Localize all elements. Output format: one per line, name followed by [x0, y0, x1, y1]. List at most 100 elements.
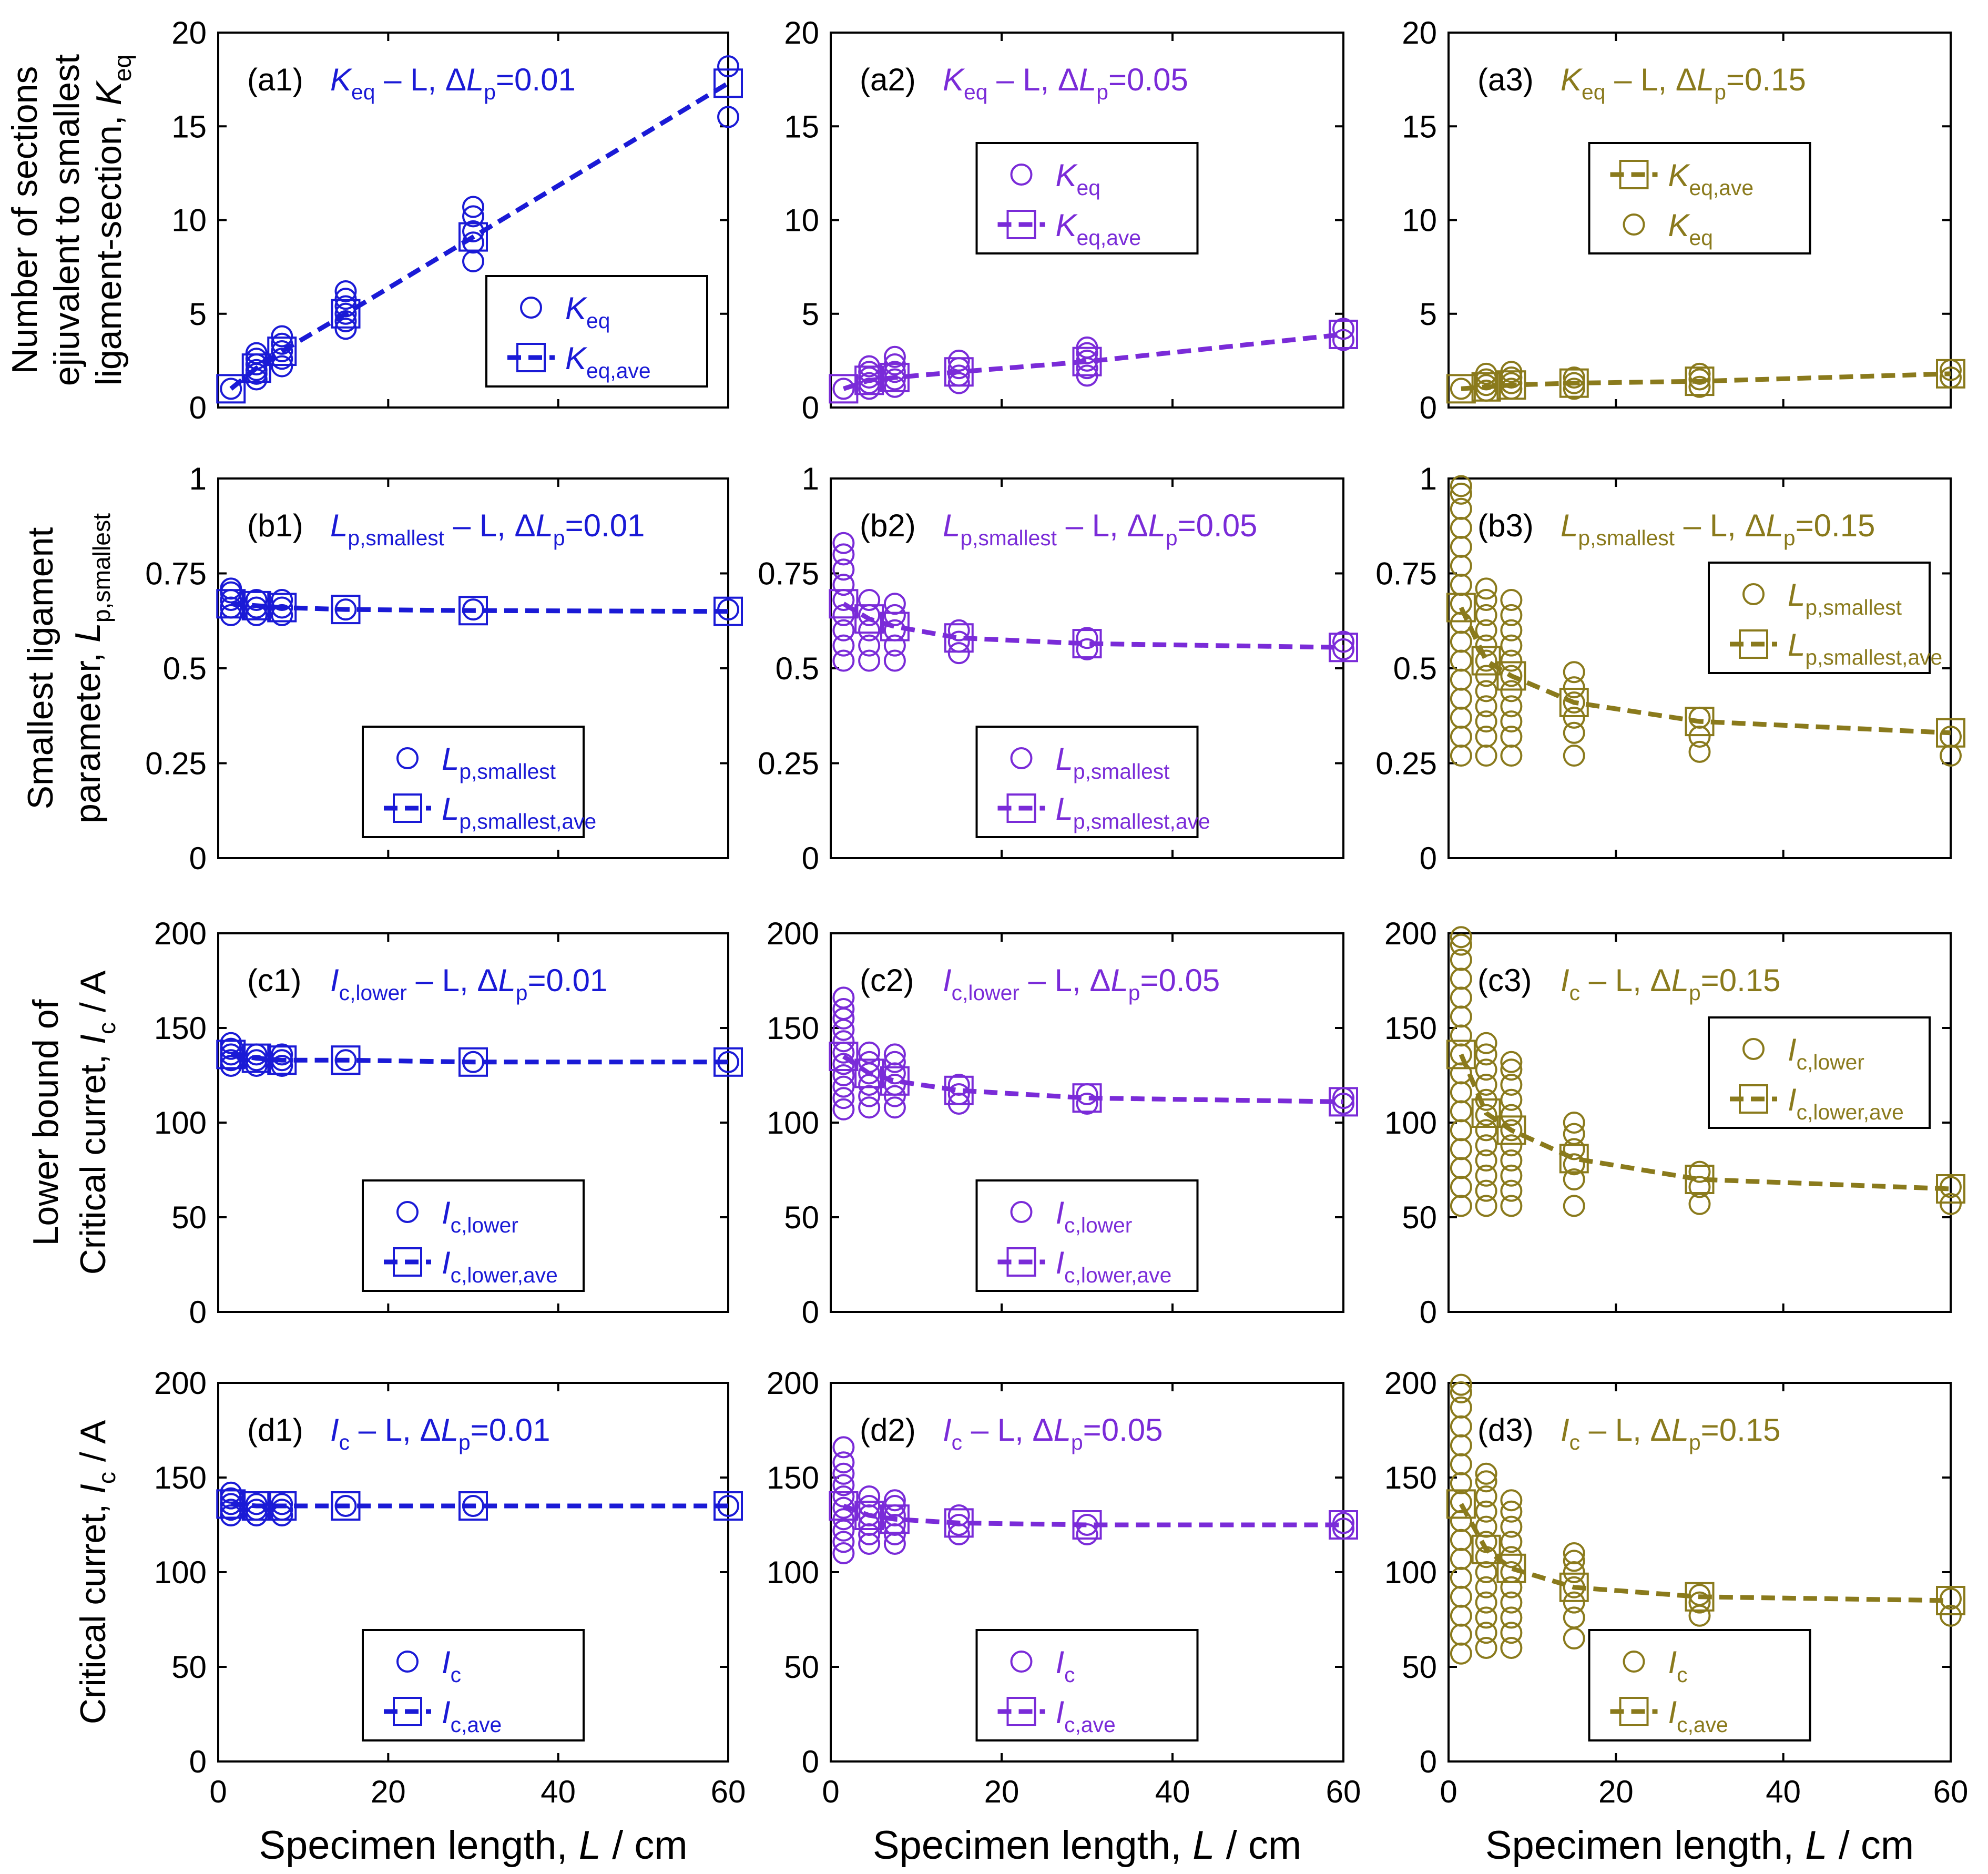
- scatter-point: [832, 1474, 855, 1496]
- y-tick-label: 0.75: [758, 556, 819, 592]
- average-point: [880, 1504, 910, 1534]
- scatter-point: [1500, 1622, 1523, 1644]
- scatter-point: [1475, 1576, 1497, 1598]
- average-point: [829, 374, 859, 404]
- average-point: [1559, 368, 1589, 398]
- scatter-point: [832, 558, 855, 581]
- panel-b1: 0 0.25 0.5 0.75 1 (b1) Lp,smallest​ – L, ΔLp​=…: [145, 461, 743, 876]
- legend-label: Keq​: [1056, 158, 1100, 200]
- y-tick-label: 100: [1384, 1555, 1437, 1590]
- scatter-point: [1500, 1195, 1523, 1217]
- scatter-point: [1450, 986, 1472, 1009]
- y-tick-label: 20: [1402, 15, 1437, 50]
- scatter-point: [1940, 1193, 1962, 1215]
- scatter-point: [832, 1087, 855, 1109]
- scatter-point: [1450, 1005, 1472, 1028]
- scatter-point: [1475, 1195, 1497, 1217]
- average-point: [1329, 319, 1358, 349]
- scatter-point: [1500, 589, 1523, 612]
- panel-title: (d2) Ic​ – L, ΔLp​=0.05: [860, 1412, 1163, 1454]
- scatter-point: [1563, 691, 1585, 714]
- scatter-point: [1450, 1396, 1472, 1419]
- average-point: [1496, 370, 1526, 400]
- scatter-point: [1500, 1591, 1523, 1614]
- scatter-point: [1563, 721, 1585, 744]
- average-point: [216, 1040, 246, 1070]
- x-tick-label: 0: [1440, 1774, 1457, 1809]
- scatter-point: [832, 1451, 855, 1474]
- scatter-point: [1500, 1531, 1523, 1553]
- scatter-point: [1450, 1491, 1472, 1513]
- scatter-point: [1475, 1119, 1497, 1142]
- scatter-point: [1475, 665, 1497, 687]
- scatter-point: [832, 998, 855, 1020]
- scatter-point: [1450, 1547, 1472, 1570]
- scatter-point: [1450, 475, 1472, 497]
- scatter-point: [1450, 949, 1472, 971]
- scatter-point: [832, 1485, 855, 1508]
- scatter-point: [947, 1074, 970, 1096]
- scatter-point: [1475, 745, 1497, 767]
- legend-box: [975, 1179, 1199, 1292]
- scatter-point: [1563, 1195, 1585, 1217]
- y-tick-label: 200: [154, 1366, 207, 1401]
- scatter-point: [220, 1037, 242, 1060]
- scatter-point: [883, 634, 906, 657]
- scatter-point: [883, 604, 906, 626]
- legend-box: [975, 1629, 1199, 1741]
- scatter-point: [1450, 574, 1472, 596]
- scatter-point: [271, 596, 293, 619]
- scatter-point: [1076, 1093, 1098, 1115]
- x-tick-label: 40: [1155, 1774, 1190, 1809]
- y-tick-label: 200: [767, 1366, 819, 1401]
- legend-square-marker: [1739, 1084, 1768, 1114]
- average-line: [842, 1054, 1344, 1104]
- panel-b2: 0 0.25 0.5 0.75 1 (b2) Lp,smallest​ – L, ΔLp​=…: [758, 461, 1358, 876]
- scatter-point: [271, 340, 293, 363]
- panel-label: (c3): [1477, 963, 1532, 998]
- scatter-point: [832, 574, 855, 596]
- scatter-point: [1500, 1119, 1523, 1142]
- panel-label: (c1): [247, 963, 301, 998]
- y-tick-label: 15: [784, 109, 819, 144]
- scatter-point: [245, 342, 268, 364]
- y-tick-label: 100: [767, 1105, 819, 1140]
- legend-label: Keq,ave​: [565, 341, 651, 383]
- average-point: [241, 353, 271, 383]
- scatter-point: [1450, 668, 1472, 691]
- panel-label: (a3): [1477, 62, 1534, 97]
- scatter-point: [1563, 676, 1585, 699]
- panel-title: (d3) Ic​ – L, ΔLp​=0.15: [1477, 1412, 1780, 1454]
- scatter-point: [1475, 1591, 1497, 1614]
- scatter-point: [883, 1043, 906, 1066]
- scatter-point: [1076, 627, 1098, 649]
- scatter-point: [1688, 368, 1711, 391]
- scatter-point: [334, 1049, 357, 1072]
- y-tick-label: 200: [1384, 1366, 1437, 1401]
- legend: Ic,lower​ Ic,lower,ave​: [1708, 1016, 1931, 1129]
- scatter-point: [271, 604, 293, 626]
- scatter-point: [1500, 1088, 1523, 1111]
- panel-d2: 0 50 100 150 200 0 20 40 60 (d2) Ic​ – L, ΔLp​=0.0…: [767, 1366, 1361, 1809]
- average-point: [458, 596, 488, 626]
- y-tick-label: 5: [1420, 297, 1437, 332]
- legend-square-marker: [516, 343, 546, 372]
- scatter-point: [858, 1074, 881, 1096]
- scatter-point: [1500, 665, 1523, 687]
- panel-title-text: Keq​ – L, ΔLp​=0.05: [943, 62, 1188, 104]
- panel-label: (d1): [247, 1412, 303, 1448]
- panel-title: (a3) Keq​ – L, ΔLp​=0.15: [1477, 62, 1806, 104]
- scatter-point: [1450, 926, 1472, 949]
- scatter-point: [245, 1493, 268, 1515]
- average-point: [880, 612, 910, 641]
- scatter-point: [1450, 649, 1472, 672]
- scatter-point: [1500, 1576, 1523, 1598]
- average-point: [1072, 347, 1102, 376]
- legend-square-marker: [1006, 1247, 1036, 1277]
- scatter-point: [858, 1485, 881, 1508]
- scatter-point: [883, 345, 906, 368]
- scatter-point: [245, 596, 268, 619]
- scatter-point: [1076, 638, 1098, 660]
- legend-square-marker: [1006, 1697, 1036, 1726]
- scatter-point: [1475, 710, 1497, 733]
